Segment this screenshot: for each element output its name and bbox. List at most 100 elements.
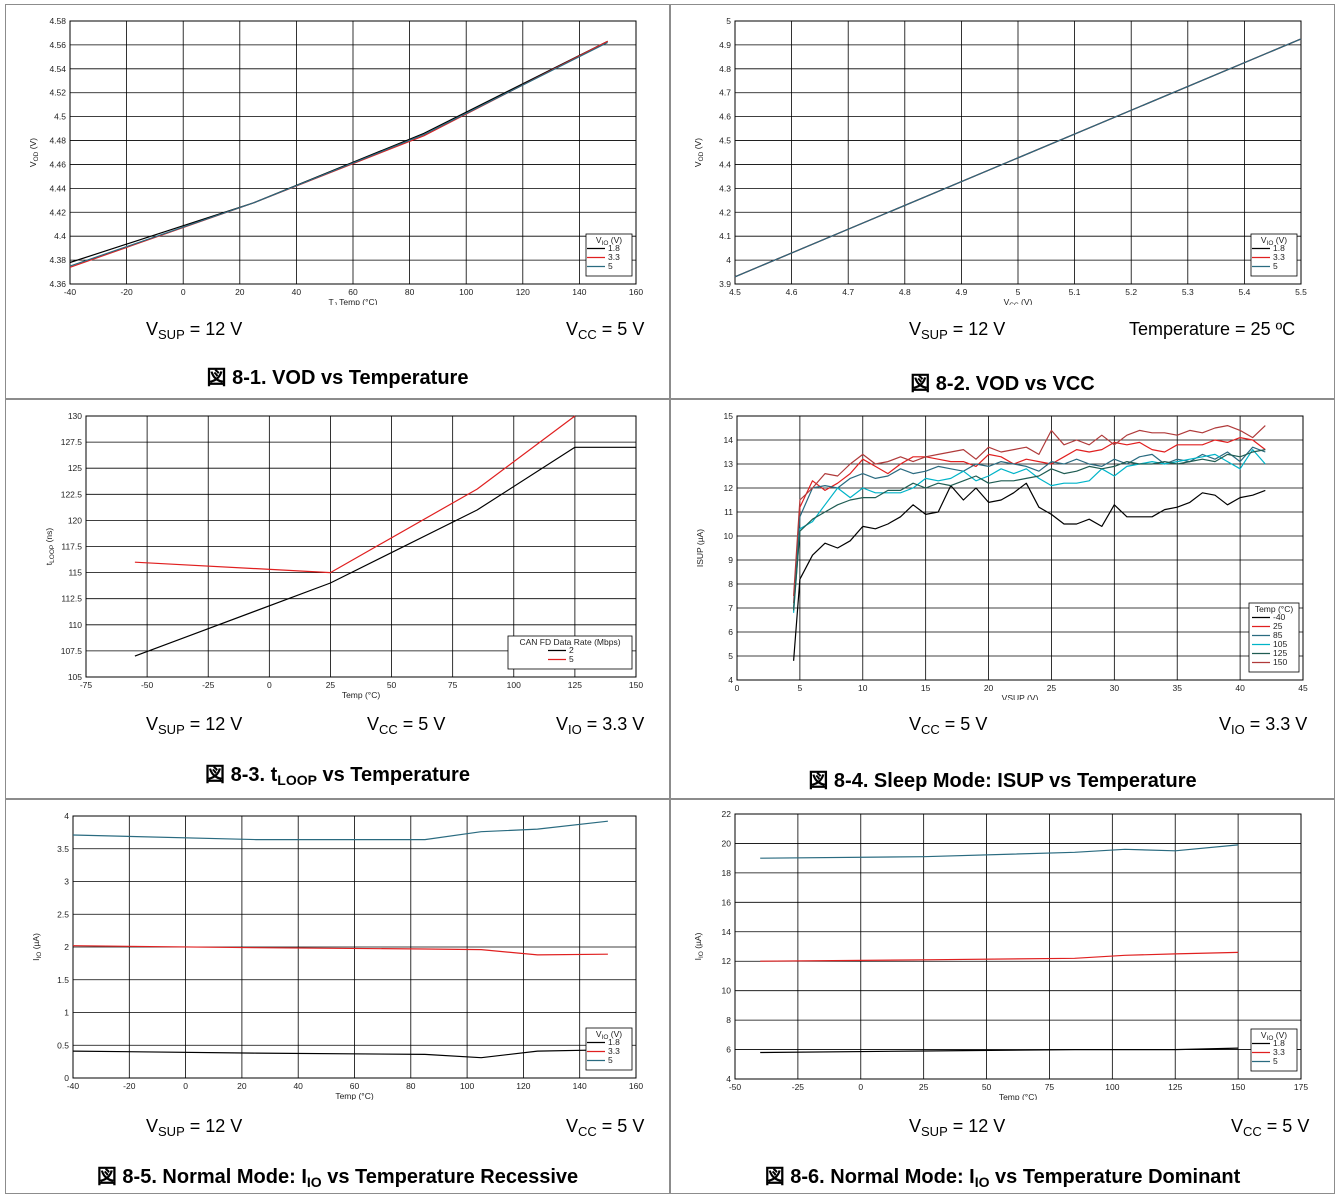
series-line--40 [793, 482, 1266, 661]
figure-caption: 図 8-5. Normal Mode: IIO vs Temperature R… [96, 1166, 579, 1190]
x-tick-label: 4.9 [955, 287, 967, 297]
series-line-150 [793, 425, 1266, 597]
x-axis-label: TJ Temp (°C) [328, 297, 377, 305]
y-tick-label: 125 [68, 463, 82, 473]
x-tick-label: 80 [405, 287, 415, 297]
y-tick-label: 107.5 [61, 646, 83, 656]
x-tick-label: 80 [406, 1081, 416, 1091]
legend-item: 105 [1273, 639, 1287, 649]
x-tick-label: -75 [80, 680, 93, 690]
x-tick-label: 75 [448, 680, 458, 690]
x-tick-label: 100 [459, 287, 473, 297]
x-tick-label: 20 [984, 683, 994, 693]
x-tick-label: 20 [237, 1081, 247, 1091]
legend-item: 5 [608, 261, 613, 271]
y-tick-label: 12 [722, 956, 732, 966]
y-tick-label: 14 [724, 435, 734, 445]
condition-vsup: VSUP = 12 V [146, 714, 243, 737]
x-tick-label: -25 [202, 680, 215, 690]
figure-caption: 図 8-6. Normal Mode: IIO vs Temperature D… [764, 1166, 1241, 1190]
legend-item: 5 [1273, 261, 1278, 271]
x-tick-label: -50 [141, 680, 154, 690]
y-tick-label: 4.4 [719, 159, 731, 169]
x-tick-label: 125 [1168, 1082, 1182, 1092]
y-tick-label: 4 [726, 1074, 731, 1084]
legend-item: 3.3 [1273, 1047, 1285, 1057]
legend-item: 85 [1273, 630, 1283, 640]
y-tick-label: 4.54 [49, 64, 66, 74]
y-tick-label: 4.52 [49, 88, 66, 98]
y-tick-label: 4 [728, 675, 733, 685]
y-tick-label: 10 [722, 986, 732, 996]
y-tick-label: 2.5 [57, 909, 69, 919]
condition-vsup: VSUP = 12 V [146, 319, 243, 342]
y-tick-label: 11 [724, 507, 733, 517]
x-tick-label: 120 [516, 1081, 530, 1091]
y-tick-label: 4.7 [719, 88, 731, 98]
y-tick-label: 8 [726, 1015, 731, 1025]
legend-title: Temp (°C) [1255, 604, 1294, 614]
y-tick-label: 4 [64, 811, 69, 821]
condition-vcc: VCC = 5 V [909, 714, 988, 737]
condition-vcc: VCC = 5 V [367, 714, 446, 737]
legend-title: VIO (V) [596, 235, 622, 247]
y-tick-label: 3.5 [57, 844, 69, 854]
y-tick-label: 1.5 [57, 975, 69, 985]
x-tick-label: 25 [919, 1082, 929, 1092]
legend-item: 5 [569, 654, 574, 664]
y-tick-label: 110 [68, 620, 82, 630]
x-tick-label: 120 [516, 287, 530, 297]
series-line-1.8 [760, 1047, 1239, 1054]
x-tick-label: 0 [181, 287, 186, 297]
x-tick-label: 75 [1045, 1082, 1055, 1092]
x-tick-label: 175 [1294, 1082, 1308, 1092]
y-tick-label: 127.5 [61, 437, 83, 447]
figure-cell-8-3: -75 -50 -25 0 25 50 75 100 125 150 105 107.5 110 112.… [5, 399, 670, 799]
x-tick-label: 160 [629, 1081, 643, 1091]
y-tick-label: 6 [728, 627, 733, 637]
chart-vod-vs-temperature: -40 -20 0 20 40 60 80 100 120 140 160 4.36 4.38 4.4 4.… [28, 16, 643, 305]
y-tick-label: 4.1 [719, 231, 731, 241]
legend-box [1250, 1028, 1298, 1072]
chart-iio-recessive: -40 -20 0 20 40 60 80 100 120 140 160 0 0.5 1 1.5 2 2.5 3… [31, 811, 643, 1100]
y-tick-label: 4.9 [719, 40, 731, 50]
x-tick-label: 40 [293, 1081, 303, 1091]
x-tick-label: 45 [1298, 683, 1308, 693]
legend-item: 1.8 [608, 243, 620, 253]
figure-caption: 図 8-4. Sleep Mode: ISUP vs Temperature [808, 770, 1197, 792]
figure-cell-8-2: 4.5 4.6 4.7 4.8 4.9 5 5.1 5.2 5.3 5.4 5.5 3.9 4 4.1 4.… [670, 4, 1335, 399]
x-tick-label: 15 [921, 683, 931, 693]
legend-item: 2 [569, 645, 574, 655]
x-tick-label: 160 [629, 287, 643, 297]
series-line-85 [793, 446, 1266, 609]
series-line-105 [793, 448, 1266, 613]
y-tick-label: 15 [724, 411, 734, 421]
figure-cell-8-1: -40 -20 0 20 40 60 80 100 120 140 160 4.36 4.38 4.4 4.… [5, 4, 670, 399]
y-tick-label: 122.5 [61, 489, 83, 499]
x-tick-label: -40 [67, 1081, 80, 1091]
x-tick-label: -20 [120, 287, 133, 297]
x-tick-label: 5.1 [1069, 287, 1081, 297]
y-tick-label: 4.4 [54, 231, 66, 241]
legend-box [1250, 233, 1298, 277]
y-tick-label: 120 [68, 515, 82, 525]
x-tick-label: 150 [629, 680, 643, 690]
y-axis-label: IIO (µA) [31, 933, 43, 961]
y-tick-label: 4.38 [49, 255, 66, 265]
y-tick-label: 1 [64, 1008, 69, 1018]
condition-vio: VIO = 3.3 V [556, 714, 645, 737]
y-tick-label: 2 [64, 942, 69, 952]
series-line-2 [134, 446, 636, 657]
x-tick-label: 0 [858, 1082, 863, 1092]
series-line-5 [734, 38, 1302, 278]
y-tick-label: 0.5 [57, 1040, 69, 1050]
x-tick-label: 150 [1231, 1082, 1245, 1092]
x-tick-label: 40 [292, 287, 302, 297]
chart-vod-vs-vcc: 4.5 4.6 4.7 4.8 4.9 5 5.1 5.2 5.3 5.4 5.5 3.9 4 4.1 4.… [693, 16, 1307, 305]
y-tick-label: 4.44 [49, 183, 66, 193]
legend-box [585, 233, 633, 277]
series-line-125 [793, 449, 1266, 611]
y-tick-label: 4.56 [49, 40, 66, 50]
y-tick-label: 8 [728, 579, 733, 589]
